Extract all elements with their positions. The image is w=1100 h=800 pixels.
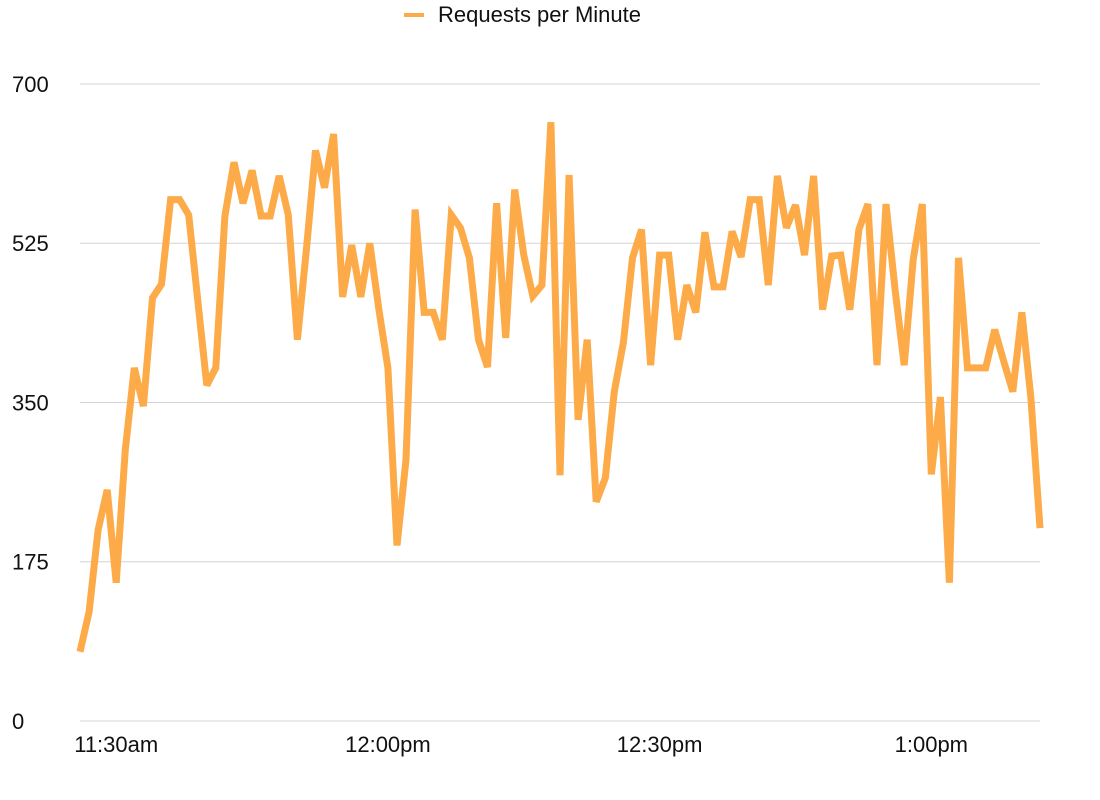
y-tick-label: 525 bbox=[12, 231, 49, 256]
x-tick-label: 12:00pm bbox=[345, 732, 431, 757]
y-tick-label: 350 bbox=[12, 390, 49, 415]
x-tick-label: 12:30pm bbox=[617, 732, 703, 757]
y-tick-label: 0 bbox=[12, 709, 24, 734]
series-line bbox=[76, 122, 1044, 653]
y-tick-label: 700 bbox=[12, 72, 49, 97]
x-tick-label: 11:30am bbox=[74, 732, 158, 757]
x-tick-label: 1:00pm bbox=[895, 732, 968, 757]
y-tick-label: 175 bbox=[12, 550, 49, 575]
legend-label: Requests per Minute bbox=[438, 2, 641, 27]
